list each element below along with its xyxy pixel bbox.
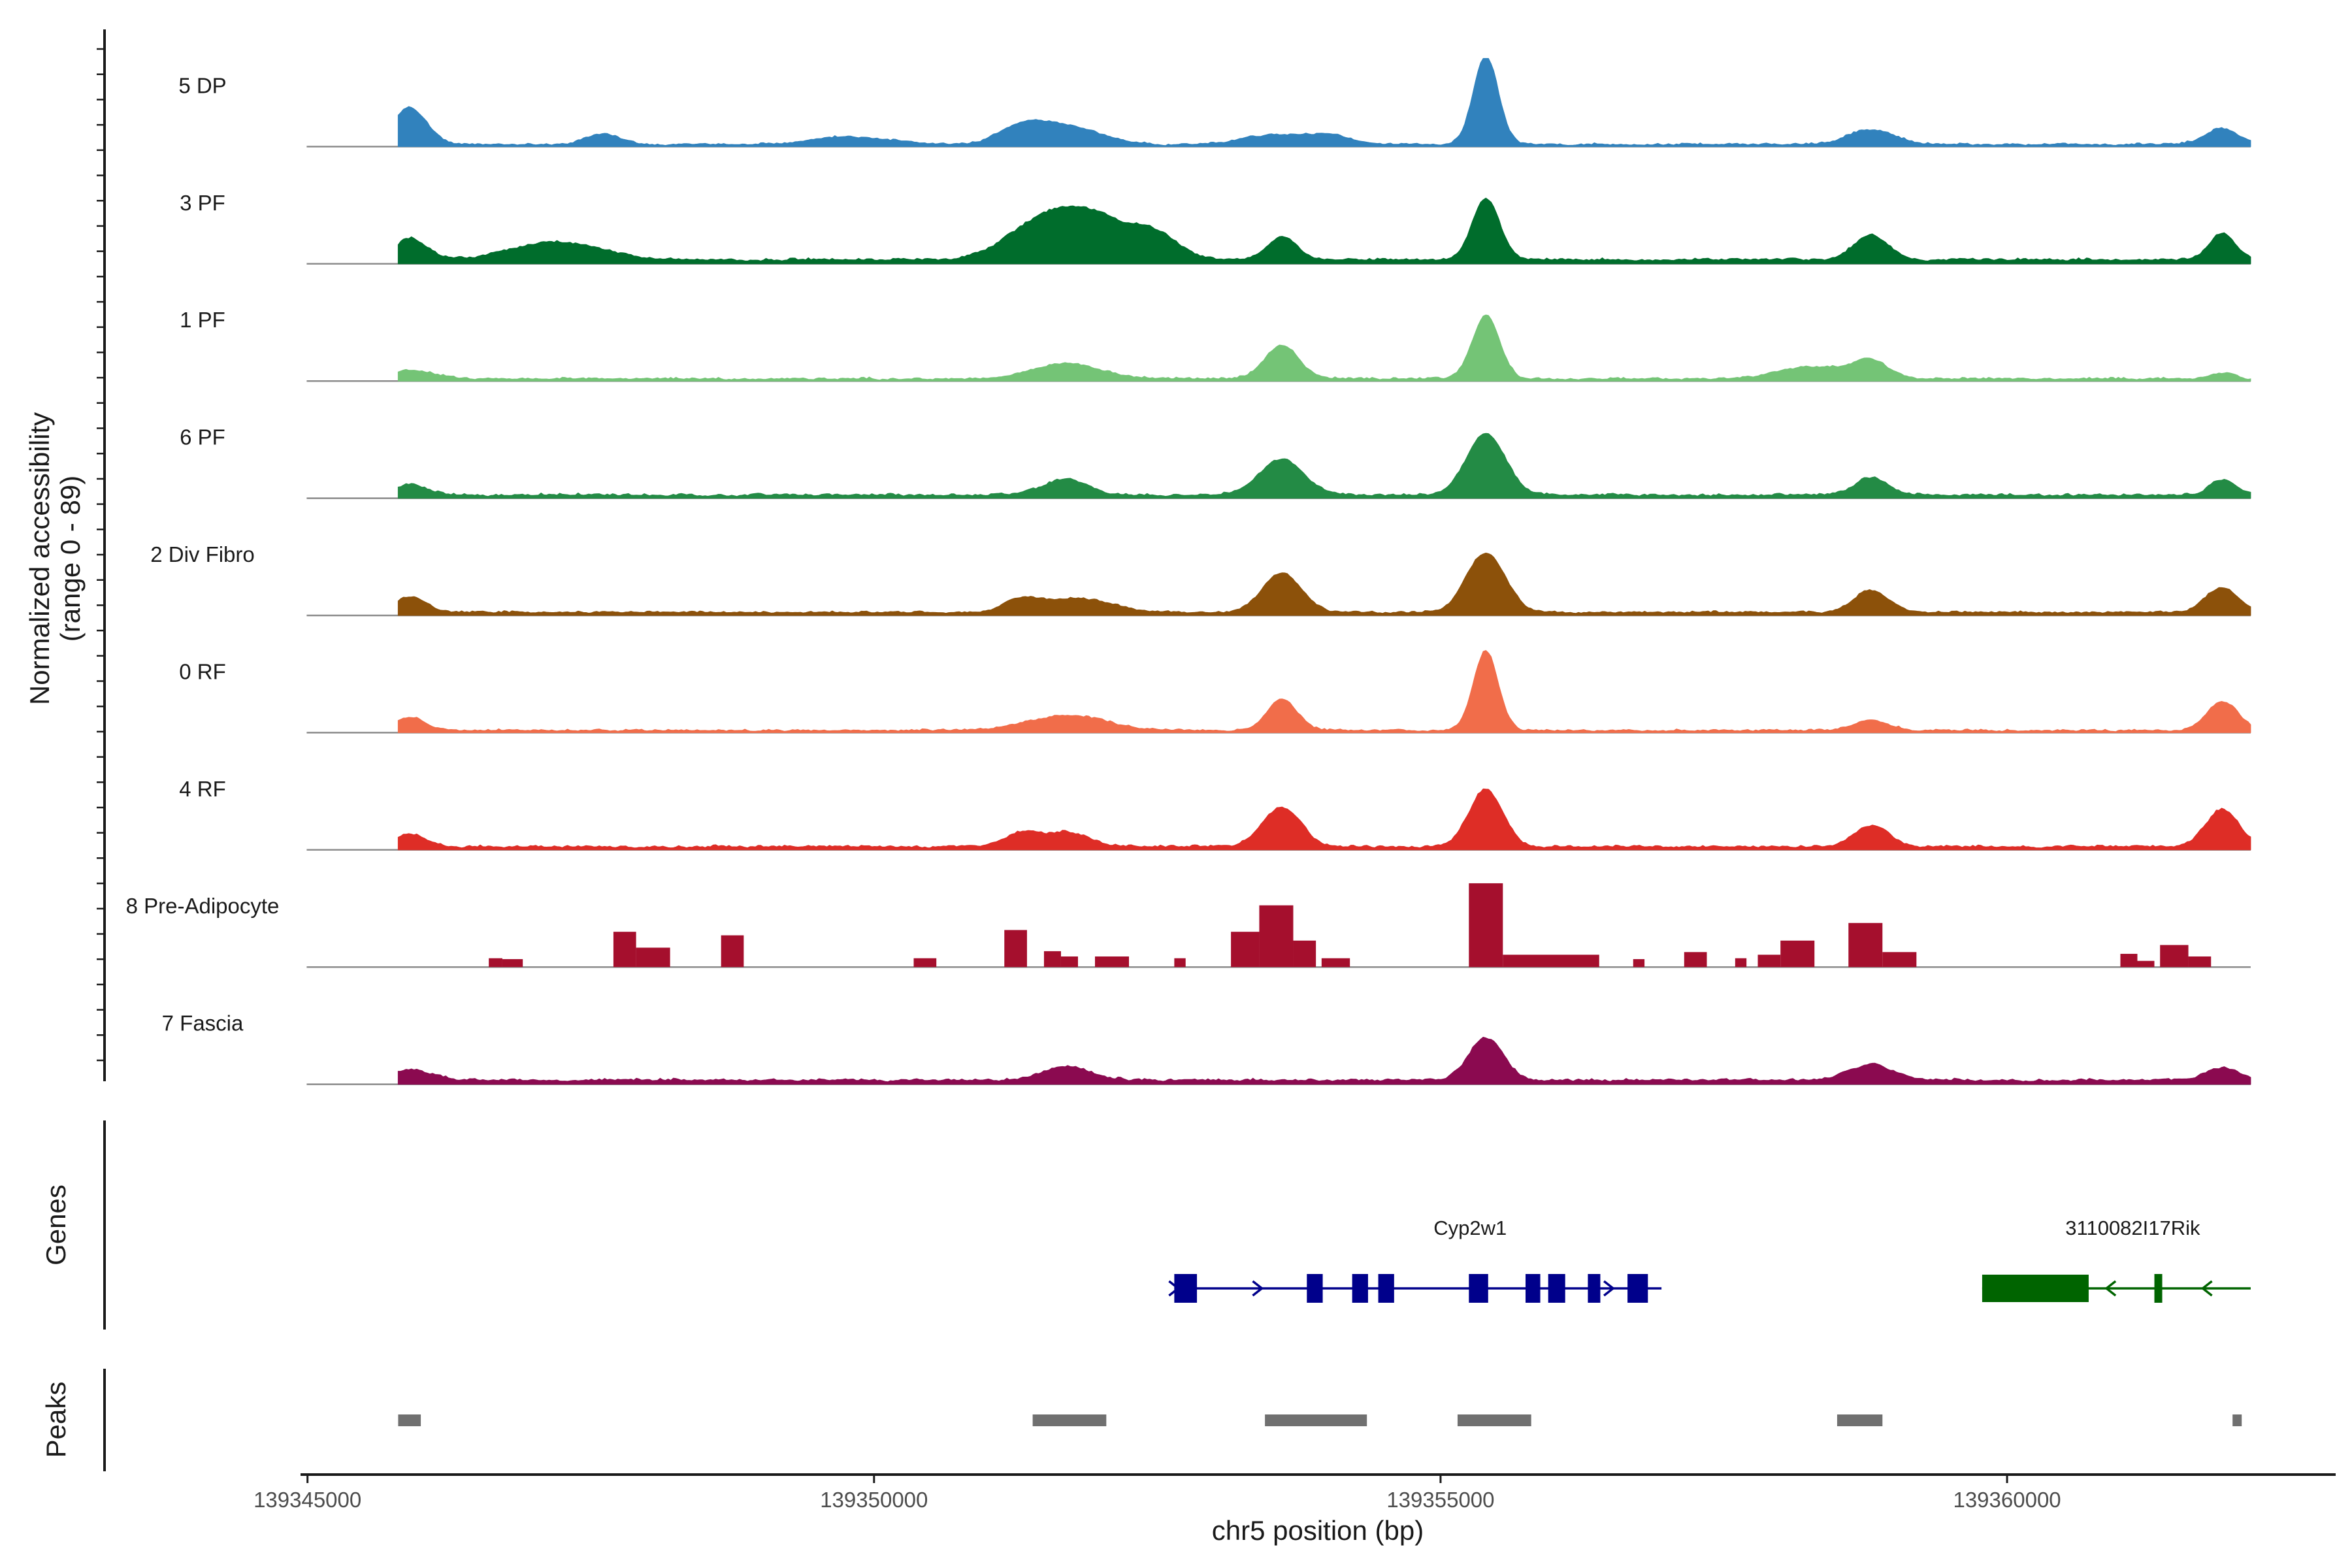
coverage-bin	[1174, 958, 1186, 968]
coverage-bin	[1321, 958, 1350, 968]
gene-3110082i17rik: 3110082I17Rik	[1982, 1217, 2251, 1303]
x-axis: 139345000 139350000 139355000 139360000 chr…	[253, 1473, 2336, 1546]
strand-arrow	[2104, 1280, 2117, 1297]
track-y-ticks	[97, 48, 105, 1062]
peak-region	[1265, 1414, 1367, 1426]
coverage-bin	[2137, 960, 2155, 968]
coverage-area	[397, 197, 2251, 265]
track-label: 4 RF	[179, 777, 226, 801]
track-label: 1 PF	[180, 308, 225, 332]
coverage-bin	[913, 958, 937, 968]
coverage-area	[397, 1036, 2251, 1085]
coverage-bin	[1735, 958, 1747, 968]
track-label: 3 PF	[180, 191, 225, 215]
track-6-pf: 6 PF	[180, 425, 2251, 499]
exon	[1526, 1274, 1541, 1303]
exon	[1588, 1274, 1601, 1303]
coverage-bin	[1231, 932, 1260, 968]
x-axis-title: chr5 position (bp)	[1212, 1515, 1424, 1546]
genes-panel: Genes Cyp2w1 3110082I17Rik	[41, 1120, 2251, 1330]
track-5-dp: 5 DP	[178, 57, 2251, 148]
peak-region	[1837, 1414, 1883, 1426]
genes-panel-title: Genes	[41, 1184, 71, 1266]
track-2-div-fibro: 2 Div Fibro	[150, 542, 2251, 617]
strand-arrow	[2200, 1280, 2213, 1297]
track-0-rf: 0 RF	[179, 650, 2251, 734]
strand-arrow	[1552, 1280, 1564, 1297]
coverage-bin	[636, 947, 670, 968]
exon	[1378, 1274, 1394, 1303]
coverage-area	[397, 552, 2251, 616]
coverage-bin	[2120, 953, 2138, 968]
gene-label: 3110082I17Rik	[2065, 1217, 2200, 1239]
coverage-area	[397, 314, 2251, 382]
coverage-area	[397, 788, 2251, 851]
coverage-bin	[2160, 945, 2189, 968]
x-tick-label: 139355000	[1386, 1488, 1494, 1512]
x-tick-label: 139345000	[253, 1488, 361, 1512]
coverage-bin	[1469, 883, 1503, 968]
coverage-bin	[502, 959, 523, 968]
track-label: 2 Div Fibro	[150, 542, 255, 566]
exon	[1469, 1274, 1488, 1303]
track-1-pf: 1 PF	[180, 308, 2251, 382]
coverage-tracks: 5 DP 3 PF 1 PF 6 PF 2 Div Fibro 0 RF 4 RF 8 Pre…	[126, 57, 2251, 1085]
peaks-panel: Peaks	[41, 1369, 2242, 1471]
track-8-pre-adipocyte: 8 Pre-Adipocyte	[126, 883, 2251, 968]
coverage-bin	[613, 932, 636, 968]
exon	[1352, 1274, 1368, 1303]
x-tick-label: 139360000	[1953, 1488, 2061, 1512]
coverage-area	[397, 57, 2251, 147]
peak-region	[1457, 1414, 1531, 1426]
peak-region	[2232, 1414, 2242, 1426]
exon	[2154, 1274, 2163, 1303]
x-axis-ticks: 139345000 139350000 139355000 139360000	[253, 1475, 2061, 1512]
gene-cyp2w1: Cyp2w1	[1168, 1217, 1662, 1303]
coverage-bin	[489, 958, 502, 968]
track-label: 8 Pre-Adipocyte	[126, 894, 280, 918]
coverage-bin	[1004, 930, 1027, 968]
peak-region	[398, 1414, 421, 1426]
gene-models: Cyp2w1 3110082I17Rik	[1168, 1217, 2251, 1303]
y-axis-title-line2: (range 0 - 89)	[55, 476, 86, 642]
peak-region	[1032, 1414, 1107, 1426]
track-left-axis: Normalized accessibility (range 0 - 89)	[24, 29, 106, 1081]
coverage-bin	[1259, 905, 1294, 968]
strand-arrow	[1168, 1280, 1181, 1297]
coverage-bin	[1060, 956, 1078, 968]
coverage-bin	[1780, 940, 1815, 968]
y-axis-title-line1: Normalized accessibility	[24, 412, 55, 705]
coverage-bin	[2188, 956, 2212, 968]
exon	[1307, 1274, 1323, 1303]
coverage-bin	[1094, 956, 1130, 968]
strand-arrow	[1252, 1280, 1264, 1297]
coverage-bin	[1848, 923, 1883, 968]
coverage-bin	[1882, 952, 1917, 968]
exon	[1982, 1275, 2089, 1302]
peak-regions	[398, 1414, 2242, 1426]
coverage-bin	[1043, 951, 1061, 968]
coverage-area	[397, 650, 2251, 733]
exon	[1627, 1274, 1648, 1303]
track-7-fascia: 7 Fascia	[162, 1011, 2251, 1085]
coverage-bin	[1684, 952, 1707, 968]
coverage-bin	[1503, 955, 1599, 968]
coverage-bin	[1633, 959, 1645, 968]
coverage-bin	[1293, 940, 1316, 968]
peaks-panel-title: Peaks	[41, 1382, 71, 1458]
coverage-bin	[1757, 955, 1781, 968]
track-label: 0 RF	[179, 659, 226, 683]
coverage-bin	[721, 935, 744, 968]
x-tick-label: 139350000	[820, 1488, 928, 1512]
track-label: 6 PF	[180, 425, 225, 449]
track-3-pf: 3 PF	[180, 191, 2251, 265]
gene-label: Cyp2w1	[1433, 1217, 1507, 1239]
strand-arrow	[1603, 1280, 1615, 1297]
track-4-rf: 4 RF	[179, 777, 2251, 851]
track-label: 5 DP	[178, 73, 226, 97]
coverage-area	[397, 433, 2251, 499]
track-label: 7 Fascia	[162, 1011, 244, 1036]
